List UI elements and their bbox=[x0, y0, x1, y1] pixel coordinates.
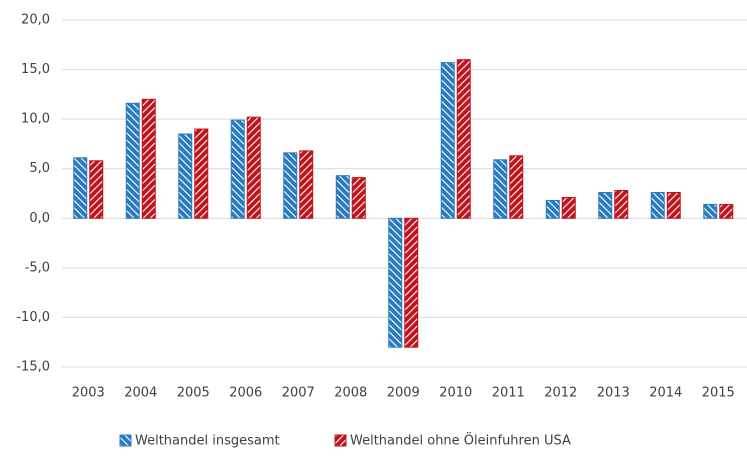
x-tick-label: 2009 bbox=[387, 386, 420, 401]
bar bbox=[404, 217, 419, 348]
bar bbox=[598, 192, 613, 219]
x-tick-label: 2010 bbox=[439, 386, 472, 401]
y-tick-label: 15,0 bbox=[21, 62, 50, 77]
legend-swatch bbox=[119, 434, 132, 447]
legend-label: Welthandel insgesamt bbox=[135, 434, 280, 449]
y-tick-label: 20,0 bbox=[21, 13, 50, 28]
bar bbox=[545, 199, 560, 219]
legend-label: Welthandel ohne Öleinfuhren USA bbox=[350, 432, 571, 449]
bar bbox=[141, 98, 156, 219]
y-tick-label: -5,0 bbox=[25, 260, 50, 275]
bar bbox=[493, 159, 508, 219]
bar bbox=[703, 203, 718, 219]
y-tick-label: 0,0 bbox=[29, 211, 50, 226]
bar bbox=[73, 157, 88, 219]
legend-swatch bbox=[334, 434, 347, 447]
x-tick-label: 2014 bbox=[649, 386, 682, 401]
bar bbox=[230, 119, 245, 219]
bar bbox=[719, 203, 734, 219]
y-tick-label: 5,0 bbox=[29, 161, 50, 176]
bar bbox=[283, 152, 298, 219]
bar bbox=[89, 160, 104, 219]
x-tick-label: 2012 bbox=[544, 386, 577, 401]
x-tick-label: 2007 bbox=[282, 386, 315, 401]
bar bbox=[335, 175, 350, 219]
bar bbox=[125, 102, 140, 219]
bar bbox=[194, 128, 209, 219]
x-tick-label: 2004 bbox=[124, 386, 157, 401]
bar bbox=[246, 116, 261, 219]
x-tick-label: 2006 bbox=[229, 386, 262, 401]
x-tick-label: 2011 bbox=[492, 386, 525, 401]
bar bbox=[666, 192, 681, 219]
x-tick-label: 2003 bbox=[72, 386, 105, 401]
x-tick-label: 2005 bbox=[177, 386, 210, 401]
bar bbox=[299, 150, 314, 219]
x-tick-label: 2008 bbox=[334, 386, 367, 401]
bar bbox=[650, 192, 665, 219]
x-tick-label: 2013 bbox=[597, 386, 630, 401]
bar bbox=[440, 62, 455, 219]
bar bbox=[178, 133, 193, 219]
y-tick-label: -15,0 bbox=[16, 360, 50, 375]
bar bbox=[351, 177, 366, 219]
y-tick-label: -10,0 bbox=[16, 310, 50, 325]
bar bbox=[509, 155, 524, 219]
bar bbox=[456, 59, 471, 219]
bar bbox=[388, 217, 403, 348]
bar bbox=[614, 190, 629, 219]
x-tick-label: 2015 bbox=[702, 386, 735, 401]
bar bbox=[561, 196, 576, 219]
y-tick-label: 10,0 bbox=[21, 112, 50, 127]
